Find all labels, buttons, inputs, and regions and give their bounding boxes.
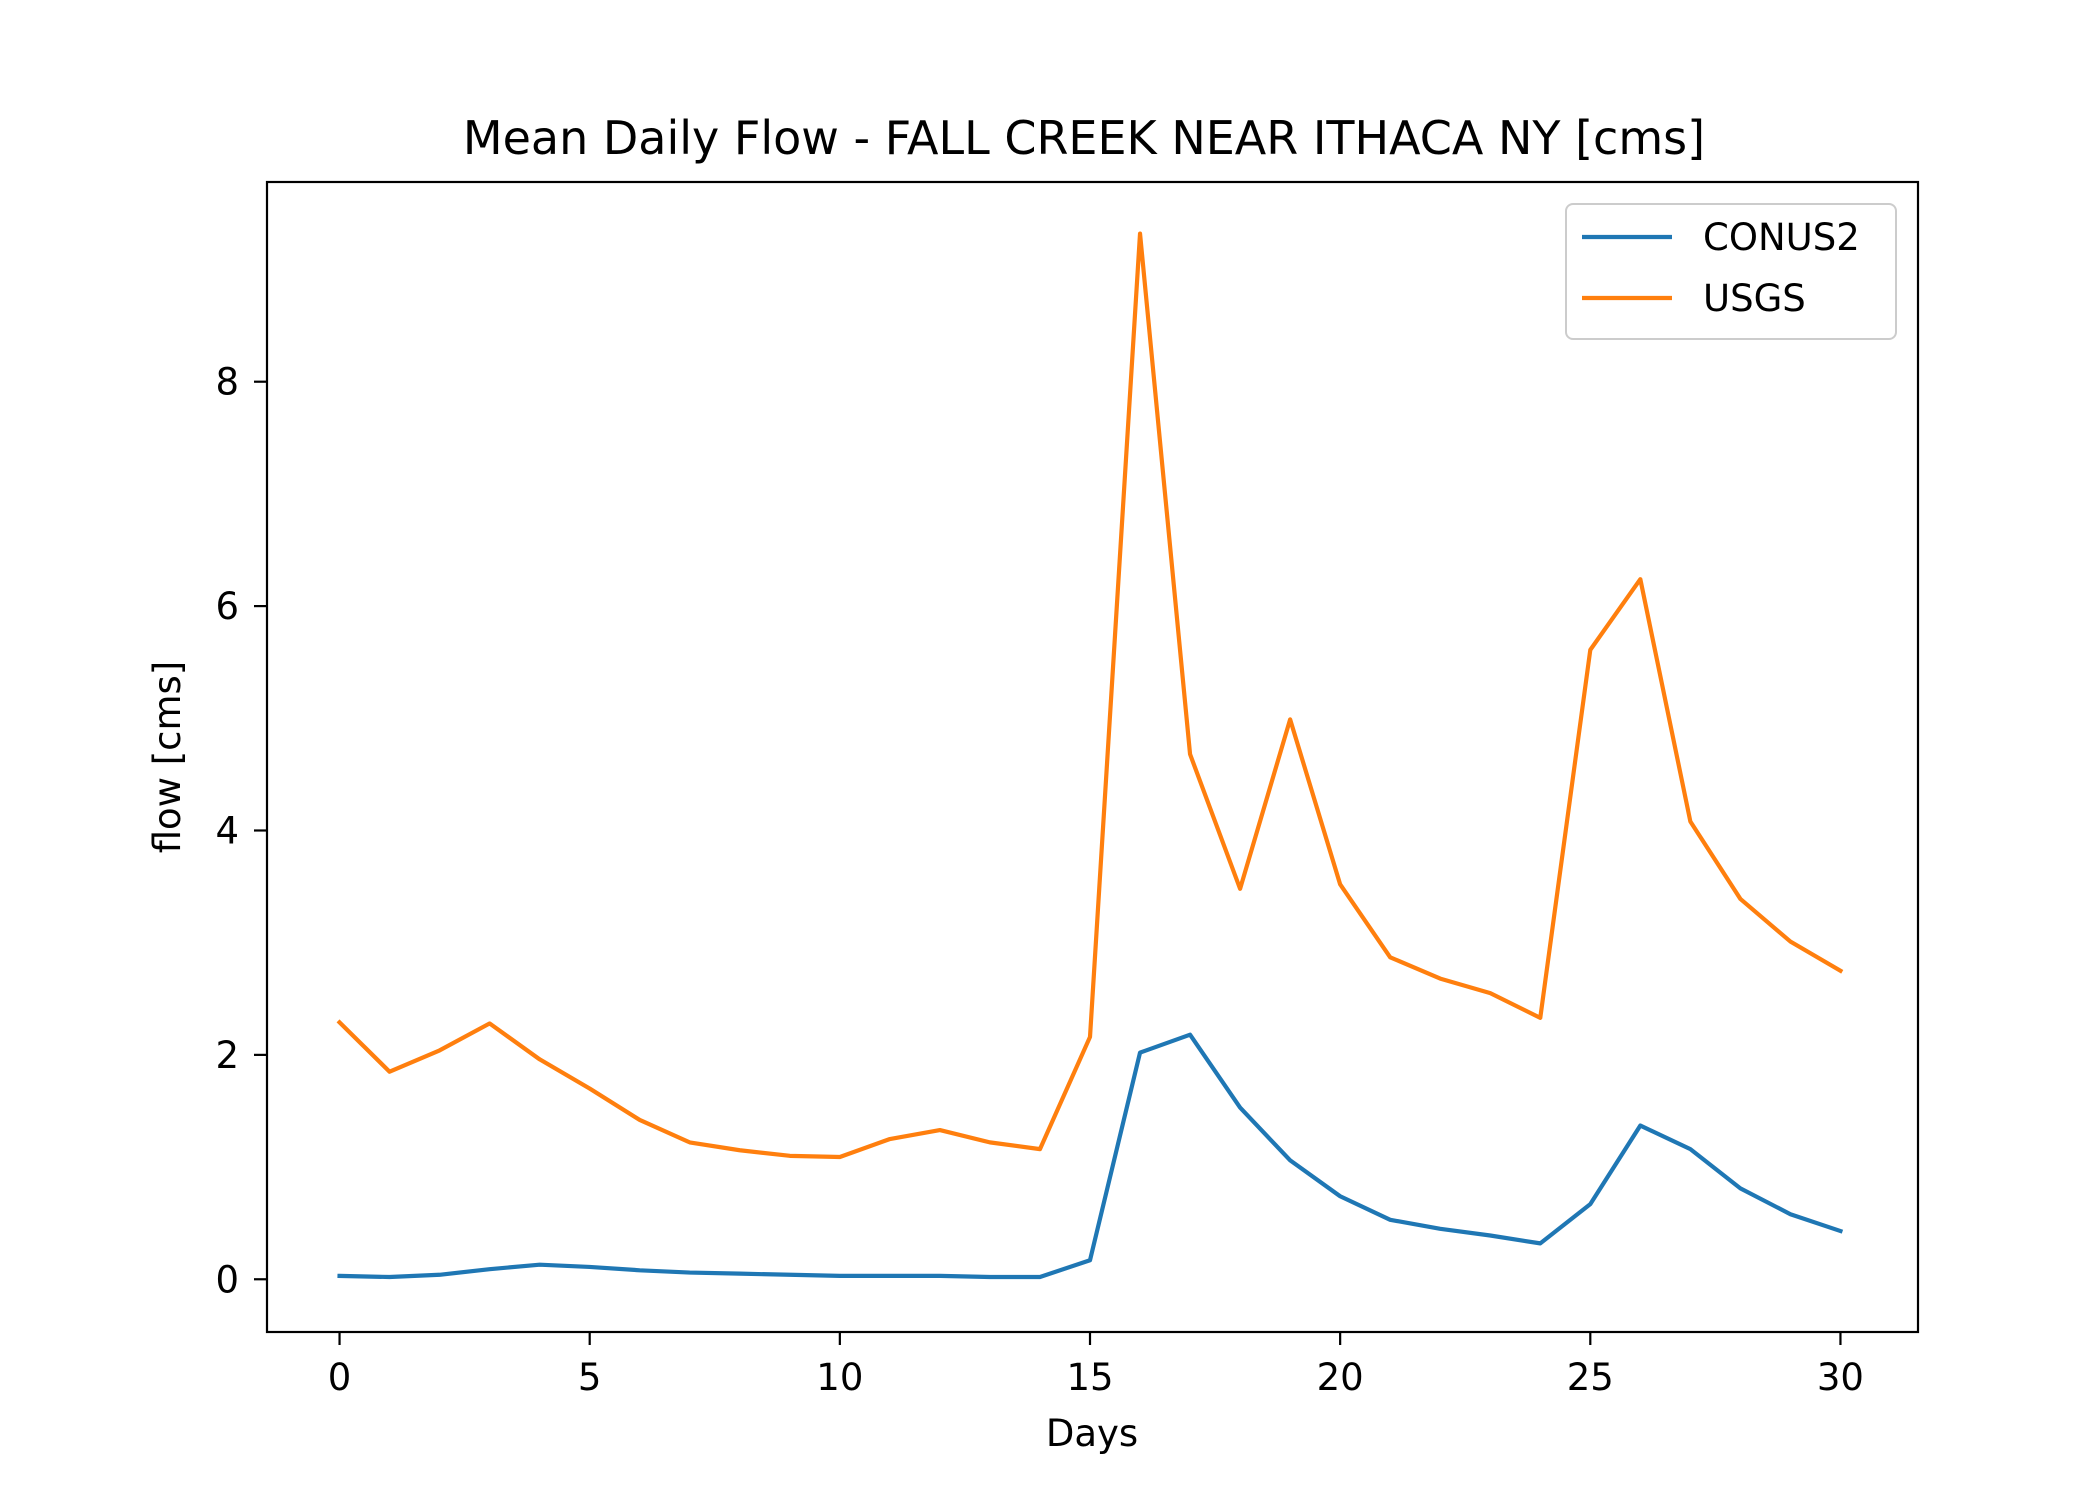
- x-tick-label-0: 0: [328, 1356, 352, 1399]
- axis-ticks: 0 5 10 15 20 25 30 0 2 4 6 8: [215, 361, 1864, 1399]
- legend-label-conus2: CONUS2: [1703, 216, 1860, 259]
- y-tick-label-2: 2: [215, 1034, 239, 1077]
- chart-title: Mean Daily Flow - FALL CREEK NEAR ITHACA…: [463, 111, 1705, 165]
- plot-area: [336, 231, 1844, 1280]
- x-tick-label-10: 10: [816, 1356, 863, 1399]
- series-line-usgs: [336, 231, 1844, 1160]
- y-tick-label-4: 4: [215, 809, 239, 852]
- y-axis-label: flow [cms]: [146, 661, 189, 854]
- legend-label-usgs: USGS: [1703, 277, 1806, 320]
- y-tick-label-8: 8: [215, 361, 239, 404]
- axes-frame: [265, 180, 1920, 1334]
- x-tick-label-30: 30: [1817, 1356, 1864, 1399]
- legend: CONUS2 USGS: [1565, 203, 1897, 340]
- y-tick-label-0: 0: [215, 1258, 239, 1301]
- x-tick-label-20: 20: [1317, 1356, 1364, 1399]
- y-tick-label-6: 6: [215, 585, 239, 628]
- x-tick-label-15: 15: [1066, 1356, 1113, 1399]
- series-line-conus2: [337, 1032, 1844, 1280]
- x-axis-label: Days: [1046, 1412, 1138, 1455]
- x-tick-label-25: 25: [1567, 1356, 1614, 1399]
- x-tick-label-5: 5: [578, 1356, 602, 1399]
